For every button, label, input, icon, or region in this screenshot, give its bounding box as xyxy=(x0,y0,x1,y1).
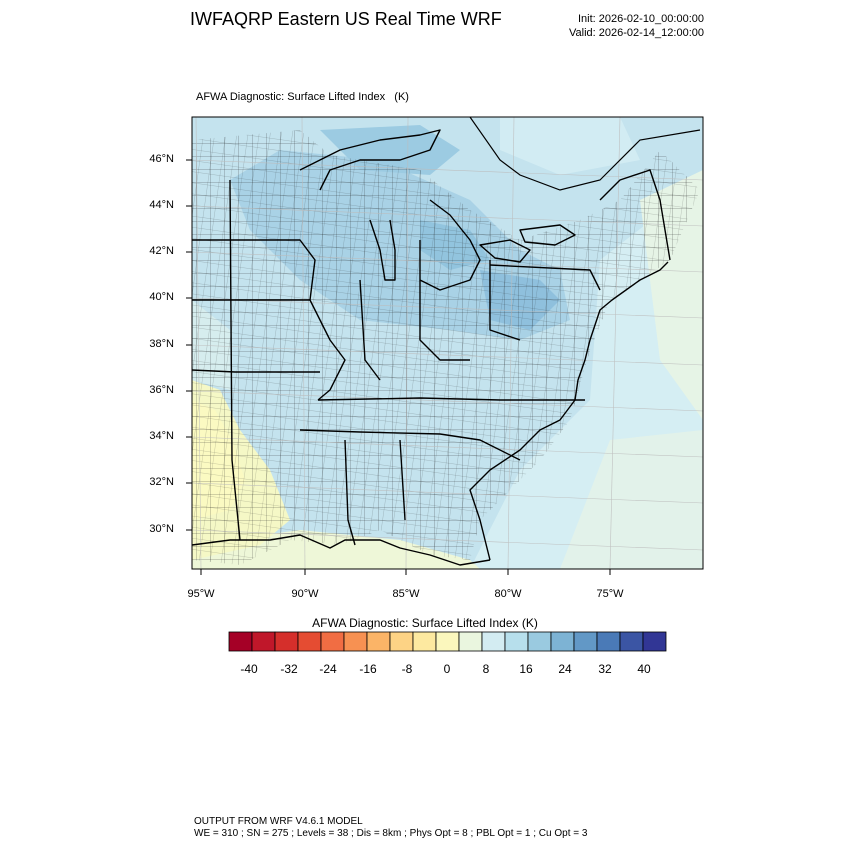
colorbar-cell xyxy=(412,631,437,652)
colorbar-cell xyxy=(527,631,552,652)
ms-al-border xyxy=(344,439,356,546)
colorbar-label: 16 xyxy=(519,662,533,676)
colorbar-label: 32 xyxy=(598,662,612,676)
axis-ticks xyxy=(186,159,611,575)
lat-label-32: 32°N xyxy=(149,476,174,488)
colorbar-cell xyxy=(274,631,299,652)
lat-label-46: 46°N xyxy=(149,153,174,165)
colorbar-label: 0 xyxy=(443,662,451,676)
lon-label-75: 75°W xyxy=(596,588,624,600)
ny-pa-line xyxy=(489,264,601,291)
al-ga-border xyxy=(399,439,406,521)
colorbar xyxy=(228,631,667,652)
lon-label-85: 85°W xyxy=(392,588,420,600)
colorbar-cell xyxy=(642,631,667,652)
canada-border xyxy=(469,117,701,191)
lat-label-44: 44°N xyxy=(149,199,174,211)
mississippi-river xyxy=(309,299,346,401)
lake-michigan xyxy=(369,219,396,281)
colorbar-cell xyxy=(228,631,253,652)
field-ocean-southeast xyxy=(560,430,703,569)
colorbar-label: -8 xyxy=(401,662,413,676)
colorbar-cell xyxy=(573,631,598,652)
tn-nc-line xyxy=(317,397,585,401)
colorbar-label: 8 xyxy=(482,662,490,676)
lon-label-95: 95°W xyxy=(187,588,215,600)
valid-time: Valid: 2026-02-14_12:00:00 xyxy=(569,27,704,39)
state-boundaries xyxy=(192,129,671,566)
lat-label-36: 36°N xyxy=(149,384,174,396)
colorbar-label: -40 xyxy=(240,662,258,676)
lower-michigan xyxy=(419,199,481,291)
map-frame xyxy=(191,116,704,570)
oh-pa-border xyxy=(489,260,521,341)
colorbar-cell xyxy=(458,631,483,652)
colorbar-label: -16 xyxy=(359,662,377,676)
colorbar-label: -32 xyxy=(280,662,298,676)
colorbar-cell xyxy=(481,631,506,652)
ms-al-ga-line xyxy=(299,429,521,461)
lat-label-40: 40°N xyxy=(149,291,174,303)
field-ontario xyxy=(500,117,640,175)
il-in-border xyxy=(359,279,381,381)
map-field xyxy=(192,117,703,569)
atlantic-coast xyxy=(469,261,669,561)
footer-model: OUTPUT FROM WRF V4.6.1 MODEL xyxy=(194,816,363,827)
colorbar-title: AFWA Diagnostic: Surface Lifted Index (K… xyxy=(312,616,538,630)
western-state-line xyxy=(229,179,241,541)
colorbar-cell xyxy=(343,631,368,652)
colorbar-cell xyxy=(366,631,391,652)
gulf-coast xyxy=(192,534,491,566)
county-lines-secondary xyxy=(192,130,700,565)
lat-label-42: 42°N xyxy=(149,245,174,257)
lon-label-80: 80°W xyxy=(494,588,522,600)
missouri-ar-line xyxy=(192,369,320,373)
plot-title: AFWA Diagnostic: Surface Lifted Index (K… xyxy=(196,91,409,103)
lon-label-90: 90°W xyxy=(291,588,319,600)
colorbar-label: 24 xyxy=(558,662,572,676)
figure-title: IWFAQRP Eastern US Real Time WRF xyxy=(190,9,502,29)
colorbar-cell xyxy=(251,631,276,652)
colorbar-label: 40 xyxy=(637,662,651,676)
lake-erie xyxy=(479,239,531,263)
colorbar-cell xyxy=(596,631,621,652)
graticule xyxy=(192,117,703,569)
colorbar-cell xyxy=(504,631,529,652)
lake-ontario xyxy=(519,224,576,246)
lat-label-34: 34°N xyxy=(149,430,174,442)
colorbar-cell xyxy=(550,631,575,652)
new-england xyxy=(599,169,671,261)
colorbar-cell xyxy=(619,631,644,652)
lat-label-38: 38°N xyxy=(149,338,174,350)
colorbar-cell xyxy=(435,631,460,652)
colorbar-cell xyxy=(389,631,414,652)
in-oh-border xyxy=(419,280,470,361)
init-time: Init: 2026-02-10_00:00:00 xyxy=(578,13,704,25)
footer-config: WE = 310 ; SN = 275 ; Levels = 38 ; Dis … xyxy=(194,828,588,839)
iowa-border xyxy=(192,239,316,301)
lat-label-30: 30°N xyxy=(149,523,174,535)
lake-superior-shore xyxy=(299,129,441,191)
colorbar-cell xyxy=(320,631,345,652)
colorbar-cell xyxy=(297,631,322,652)
colorbar-label: -24 xyxy=(319,662,337,676)
